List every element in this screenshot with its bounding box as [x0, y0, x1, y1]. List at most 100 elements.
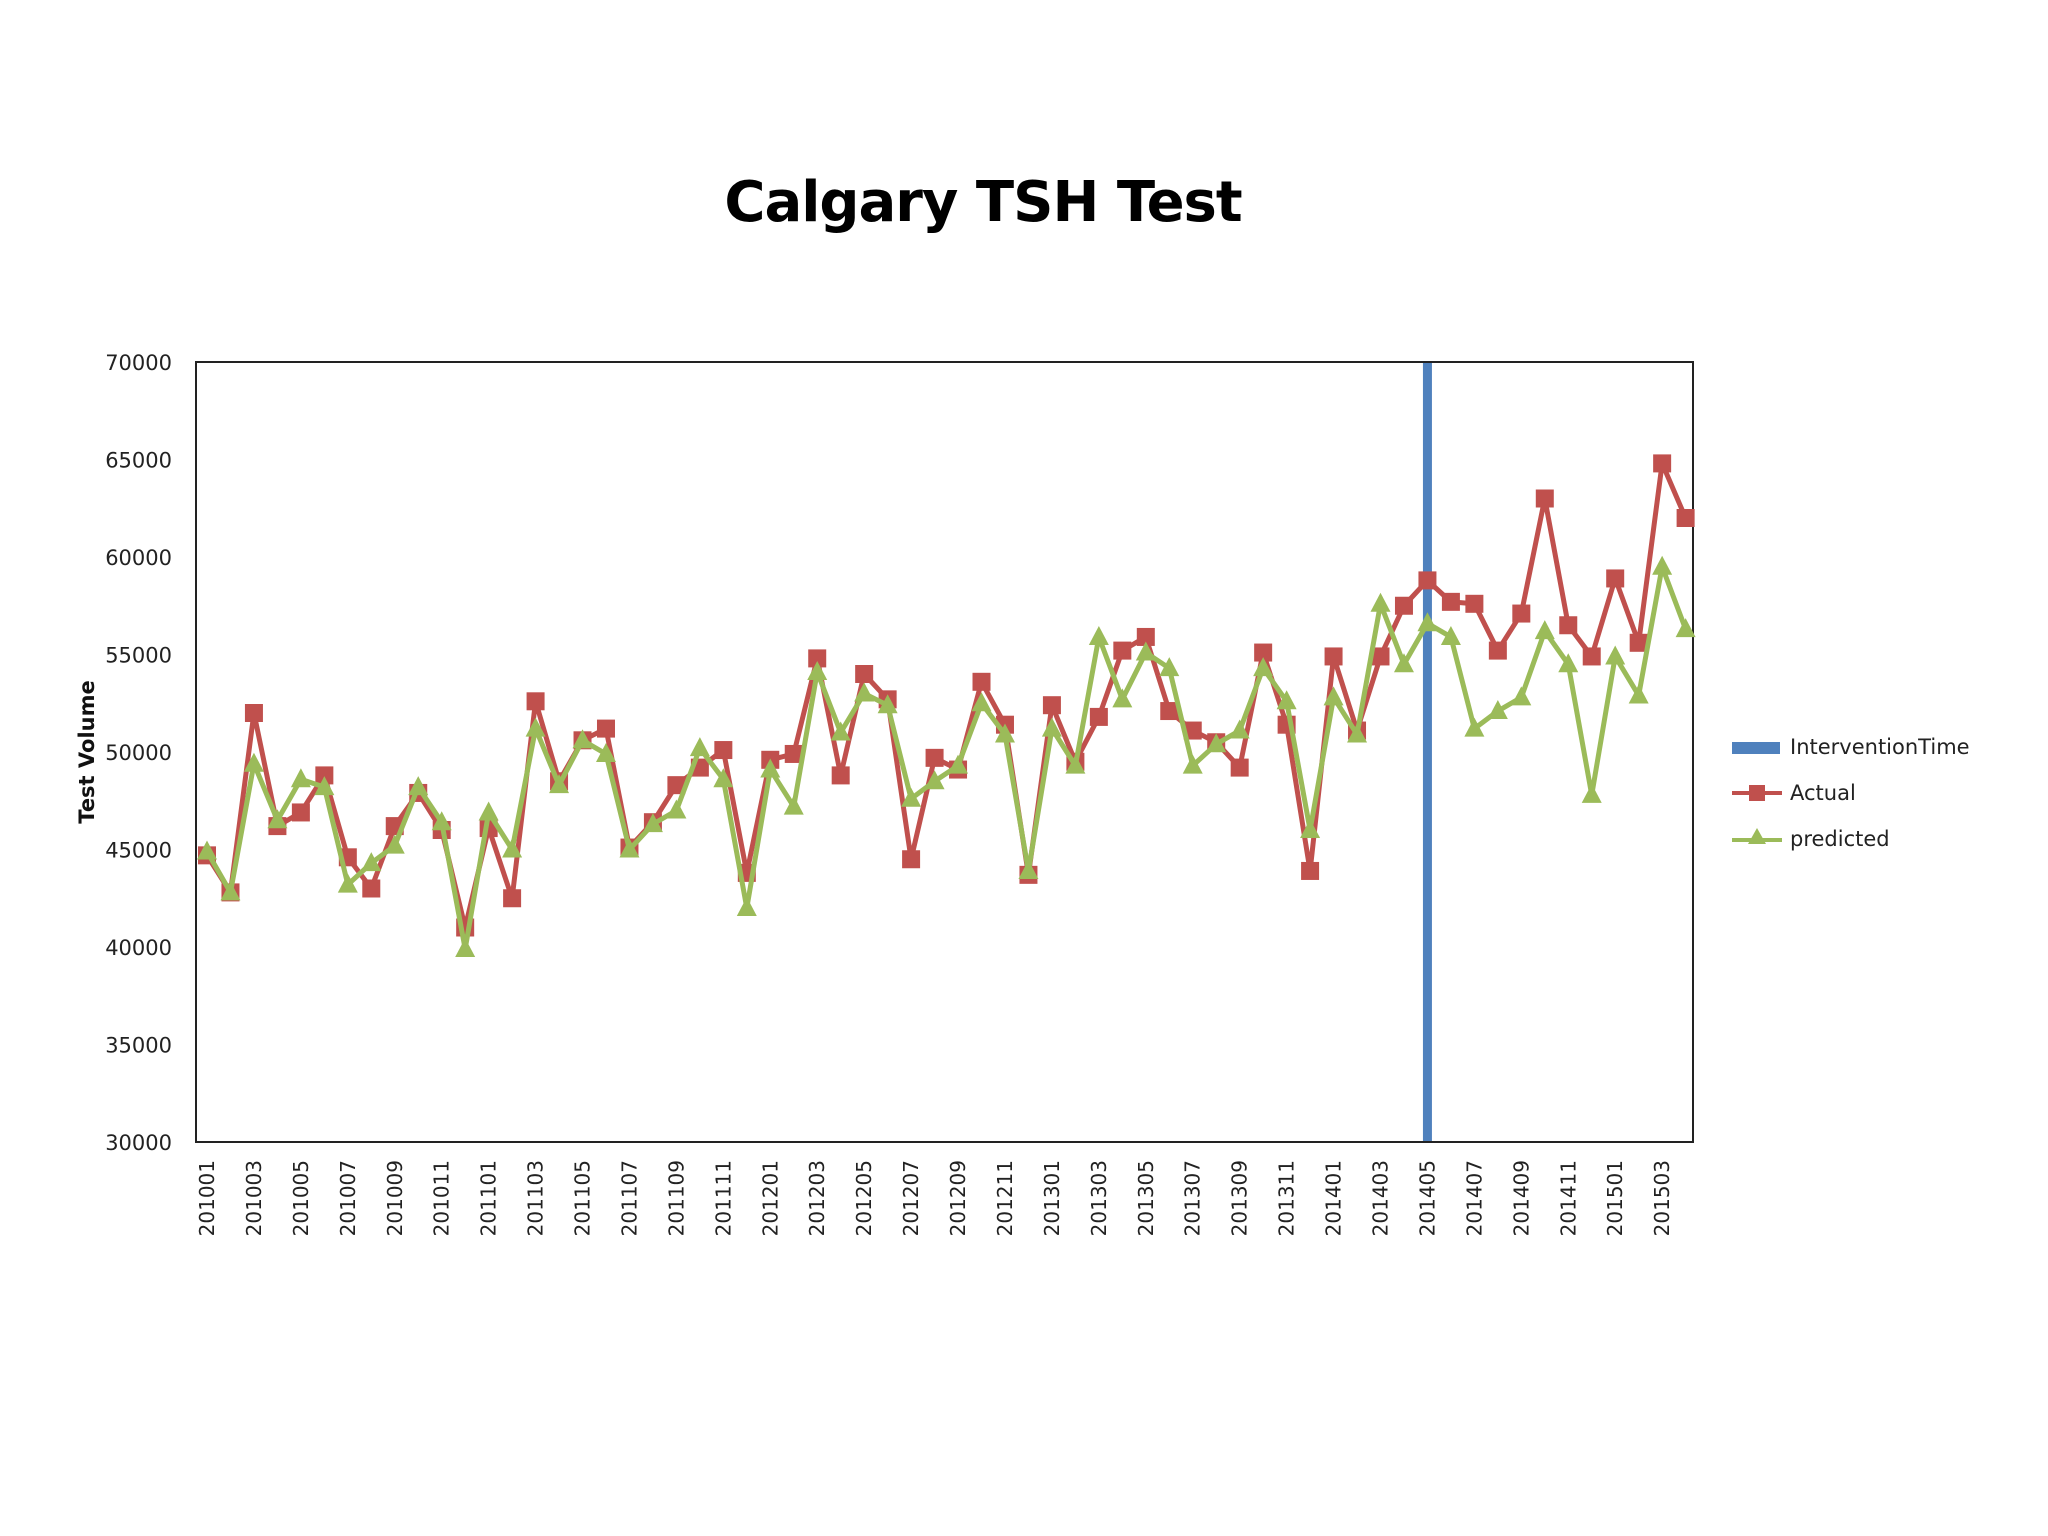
actual-data-point — [831, 766, 850, 785]
predicted-data-point — [1276, 690, 1297, 710]
predicted-data-point — [948, 754, 969, 774]
square-marker-icon — [1730, 778, 1786, 808]
predicted-data-point — [1558, 653, 1579, 673]
predicted-data-point — [502, 838, 523, 858]
actual-data-point — [1301, 861, 1320, 880]
x-axis-ticks: 201001 201003 201005 201007 201009 201011 2011… — [195, 1160, 1674, 1236]
x-tick-label: 201309 — [1228, 1160, 1252, 1236]
x-tick-label: 201001 — [195, 1160, 219, 1236]
legend-item-intervention: InterventionTime — [1730, 730, 1970, 764]
x-tick-label: 201307 — [1181, 1160, 1205, 1236]
x-tick-label: 201303 — [1087, 1160, 1111, 1236]
predicted-data-point — [525, 717, 546, 737]
actual-data-point — [503, 889, 522, 908]
x-tick-label: 201201 — [758, 1160, 782, 1236]
x-tick-label: 201005 — [289, 1160, 313, 1236]
actual-data-point — [291, 803, 310, 822]
chart-title: Calgary TSH Test — [724, 170, 1242, 235]
predicted-data-point — [1206, 733, 1227, 753]
actual-data-point — [1653, 454, 1672, 473]
y-tick-label: 55000 — [105, 644, 172, 668]
predicted-data-point — [1417, 612, 1438, 632]
predicted-data-point — [1393, 653, 1414, 673]
actual-data-point — [972, 672, 991, 691]
y-tick-label: 65000 — [105, 449, 172, 473]
x-tick-label: 201503 — [1650, 1160, 1674, 1236]
plot-area — [195, 361, 1694, 1143]
x-tick-label: 201403 — [1369, 1160, 1393, 1236]
predicted-data-point — [549, 774, 570, 794]
predicted-data-point — [1370, 592, 1391, 612]
predicted-data-point — [619, 838, 640, 858]
predicted-data-point — [713, 768, 734, 788]
actual-data-point — [902, 850, 921, 869]
x-tick-label: 201003 — [242, 1160, 266, 1236]
y-tick-label: 35000 — [105, 1034, 172, 1058]
predicted-data-point — [1464, 717, 1485, 737]
triangle-marker-icon — [1730, 824, 1786, 854]
predicted-data-point — [830, 721, 851, 741]
predicted-data-point — [1347, 723, 1368, 743]
predicted-data-point — [901, 787, 922, 807]
actual-data-point — [1582, 647, 1601, 666]
actual-data-point — [315, 766, 334, 785]
predicted-data-point — [220, 881, 241, 901]
y-tick-label: 45000 — [105, 839, 172, 863]
actual-data-point — [714, 741, 733, 760]
y-tick-label: 60000 — [105, 546, 172, 570]
predicted-data-point — [1112, 688, 1133, 708]
actual-data-point — [1418, 571, 1437, 590]
predicted-data-point — [1534, 620, 1555, 640]
predicted-data-point — [1581, 783, 1602, 803]
predicted-data-point — [1253, 657, 1274, 677]
x-tick-label: 201009 — [383, 1160, 407, 1236]
actual-data-point — [596, 719, 615, 738]
predicted-data-point — [243, 752, 264, 772]
x-tick-label: 201107 — [617, 1160, 641, 1236]
predicted-data-point — [455, 937, 476, 957]
predicted-data-point — [384, 834, 405, 854]
x-tick-label: 201211 — [993, 1160, 1017, 1236]
predicted-data-point — [290, 768, 311, 788]
actual-data-point — [1676, 509, 1695, 527]
actual-data-point — [1394, 596, 1413, 615]
actual-data-point — [1160, 702, 1179, 721]
predicted-data-point — [572, 729, 593, 749]
x-tick-label: 201405 — [1415, 1160, 1439, 1236]
y-tick-label: 70000 — [105, 351, 172, 375]
predicted-data-point — [337, 873, 358, 893]
predicted-data-point — [760, 758, 781, 778]
legend-label-predicted: predicted — [1790, 827, 1890, 851]
predicted-data-point — [1182, 754, 1203, 774]
x-tick-label: 201103 — [524, 1160, 548, 1236]
x-tick-label: 201409 — [1509, 1160, 1533, 1236]
y-tick-label: 50000 — [105, 741, 172, 765]
predicted-data-point — [1323, 686, 1344, 706]
actual-data-point — [808, 649, 827, 668]
predicted-data-point — [877, 694, 898, 714]
x-tick-label: 201209 — [946, 1160, 970, 1236]
predicted-data-point — [314, 776, 335, 796]
predicted-data-point — [1511, 686, 1532, 706]
actual-data-point — [1136, 627, 1155, 646]
predicted-data-point — [994, 723, 1015, 743]
predicted-data-point — [478, 801, 499, 821]
predicted-data-point — [666, 799, 687, 819]
actual-data-point — [784, 744, 803, 763]
x-tick-label: 201401 — [1322, 1160, 1346, 1236]
predicted-data-point — [924, 770, 945, 790]
predicted-data-point — [1041, 717, 1062, 737]
actual-data-point — [244, 704, 263, 722]
legend-item-actual: Actual — [1730, 776, 1856, 810]
actual-data-point — [1254, 643, 1273, 662]
y-tick-label: 30000 — [105, 1131, 172, 1155]
actual-data-point — [1629, 633, 1648, 652]
x-tick-label: 201305 — [1134, 1160, 1158, 1236]
x-tick-label: 201007 — [336, 1160, 360, 1236]
x-tick-label: 201301 — [1040, 1160, 1064, 1236]
actual-data-point — [925, 748, 944, 767]
legend-label-intervention: InterventionTime — [1790, 735, 1970, 759]
predicted-data-point — [431, 811, 452, 831]
actual-data-point — [1042, 696, 1061, 715]
